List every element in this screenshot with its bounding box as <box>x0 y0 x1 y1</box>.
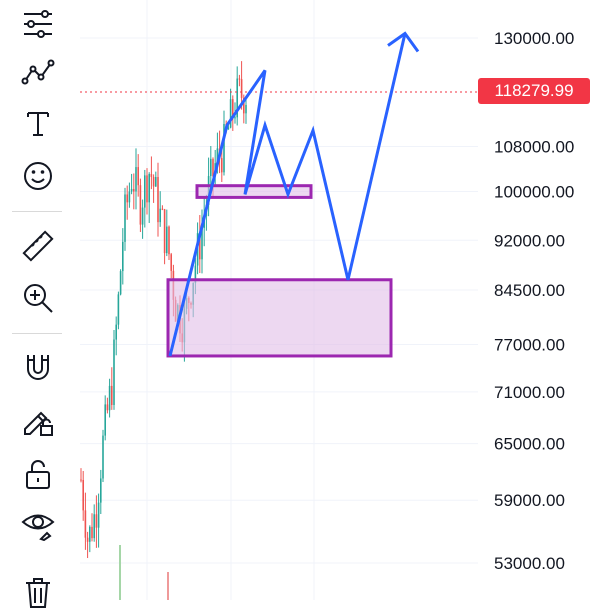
price-axis-label: 130000.00 <box>494 29 574 48</box>
magnet-tool-icon[interactable] <box>14 344 62 392</box>
candle-body <box>194 265 197 283</box>
candle-body <box>236 78 238 118</box>
candle-body <box>124 194 126 242</box>
candle-body <box>212 158 214 177</box>
candle-body <box>139 185 142 225</box>
candle-body <box>155 177 157 187</box>
candle-body <box>119 271 122 295</box>
candle-body <box>144 175 146 208</box>
price-axis-label: 65000.00 <box>494 435 565 454</box>
candle-body <box>80 479 82 481</box>
price-axis-label: 92000.00 <box>494 231 565 250</box>
candle-body <box>86 537 89 542</box>
candle-body <box>104 404 106 436</box>
candle-body <box>115 324 117 340</box>
candle-body <box>148 174 150 203</box>
candle-body <box>128 191 131 203</box>
current-price-tag: 118279.99 <box>478 78 590 104</box>
candle-body <box>157 177 159 223</box>
candle-body <box>240 79 243 98</box>
projection-arrowhead <box>387 31 420 53</box>
price-axis-label: 108000.00 <box>494 137 574 156</box>
price-axis-label: 53000.00 <box>494 554 565 573</box>
candle-body <box>166 226 168 254</box>
candle-body <box>221 158 223 173</box>
emoji-tool-icon[interactable] <box>14 152 62 200</box>
candle-body <box>152 176 155 187</box>
candle-body <box>141 207 144 225</box>
projection-line[interactable] <box>168 33 407 357</box>
candle-body <box>108 385 111 411</box>
price-axis-label: 77000.00 <box>494 335 565 354</box>
candle-body <box>146 175 148 203</box>
candle-body <box>159 208 161 223</box>
candle-body <box>111 385 113 405</box>
candle-body <box>170 254 172 271</box>
candle-body <box>243 97 245 114</box>
drawing-toolbar <box>0 0 78 608</box>
candle-body <box>210 158 212 177</box>
candle-body <box>95 514 98 528</box>
demand-zone[interactable] <box>195 184 313 199</box>
price-axis-label: 84500.00 <box>494 281 565 300</box>
pattern-tools-icon[interactable] <box>14 48 62 96</box>
candle-body <box>130 188 133 192</box>
candle-body <box>84 510 87 538</box>
candle-body <box>238 78 241 80</box>
candle-body <box>113 339 115 405</box>
candle-body <box>232 99 234 118</box>
trendline-tools-icon[interactable] <box>14 0 62 48</box>
candle-body <box>161 208 164 210</box>
candle-body <box>89 526 91 542</box>
candle-body <box>91 526 93 539</box>
candle-body <box>97 502 100 528</box>
price-chart[interactable]: 130000.00 108000.00 100000.00 92000.00 84500… <box>0 0 600 600</box>
volume-bar <box>167 572 169 600</box>
candle-body <box>201 227 203 260</box>
candle-body <box>168 226 170 255</box>
projection-path <box>168 31 420 357</box>
price-axis-label: 100000.00 <box>494 183 574 202</box>
candle-body <box>223 123 225 173</box>
demand-zone[interactable] <box>166 278 393 358</box>
lock-all-icon[interactable] <box>14 450 62 498</box>
price-axis-label: 71000.00 <box>494 383 565 402</box>
candle-body <box>100 478 102 503</box>
candle-body <box>93 514 95 539</box>
candle-body <box>163 209 166 254</box>
candle-body <box>245 104 247 114</box>
lock-drawing-tool-icon[interactable] <box>14 396 62 444</box>
candle-body <box>234 117 236 119</box>
price-axis: 130000.00 108000.00 100000.00 92000.00 84500… <box>494 29 574 573</box>
toolbar-divider <box>12 333 62 334</box>
candle-body <box>122 241 124 272</box>
candle-body <box>117 294 120 325</box>
candle-body <box>133 188 135 192</box>
text-tool-icon[interactable] <box>14 100 62 148</box>
candle-body <box>102 435 104 479</box>
candle-body <box>227 127 230 130</box>
candle-body <box>137 167 139 186</box>
candle-body <box>199 233 201 260</box>
candle-body <box>126 194 128 203</box>
candle-body <box>82 479 84 511</box>
price-axis-label: 59000.00 <box>494 491 565 510</box>
hide-drawings-icon[interactable] <box>14 500 62 548</box>
zoom-in-tool-icon[interactable] <box>14 274 62 322</box>
volume-bar <box>119 545 121 600</box>
toolbar-divider <box>12 211 62 212</box>
candle-body <box>135 167 137 192</box>
candle-body <box>216 148 219 164</box>
candle-body <box>150 174 153 177</box>
support-zones <box>166 184 393 358</box>
ruler-tool-icon[interactable] <box>14 222 62 270</box>
candle-body <box>229 99 232 128</box>
candle-body <box>106 404 109 411</box>
